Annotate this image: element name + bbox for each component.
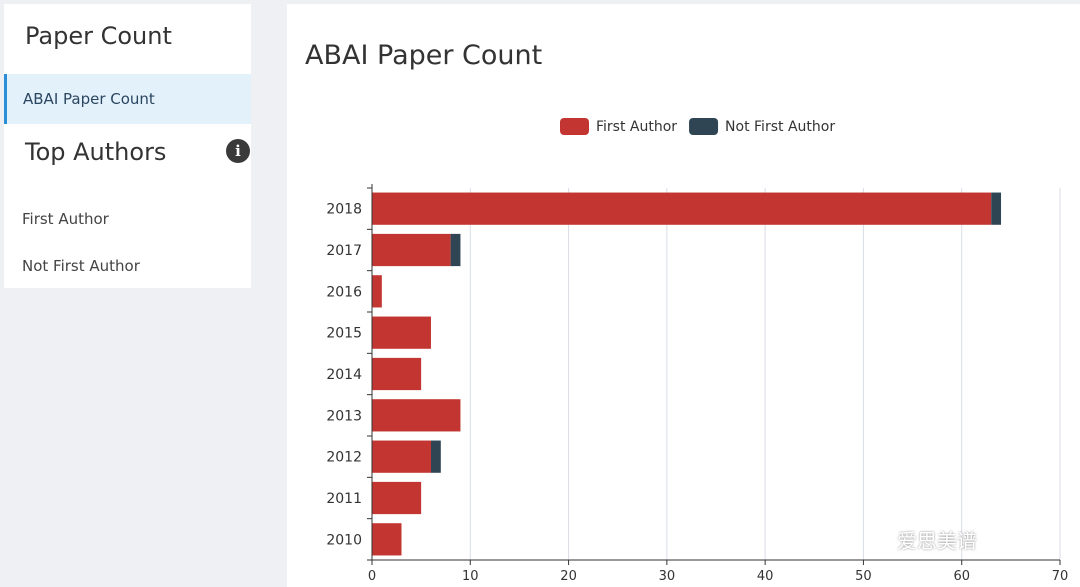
bar (991, 192, 1002, 225)
page-title: ABAI Paper Count (305, 40, 543, 71)
info-circle-icon[interactable]: i (226, 139, 250, 163)
bar (372, 481, 422, 515)
paper-count-chart: 0 10 20 30 40 50 60 70 2018 2017 2016 2015 2014 2013 2… (326, 118, 1069, 584)
legend-label: Not First Author (725, 119, 835, 135)
bar (372, 440, 431, 473)
top-authors-card: Top Authors i First Author Not First Aut… (4, 124, 251, 288)
y-tick-label: 2016 (326, 284, 362, 300)
paper-count-card: Paper Count ABAI Paper Count (4, 4, 251, 124)
y-tick-label: 2018 (326, 202, 362, 218)
y-tick-label: 2010 (326, 532, 362, 548)
bar (372, 192, 992, 225)
legend-swatch (560, 118, 589, 135)
legend-label: First Author (596, 119, 677, 135)
x-tick-label: 40 (757, 569, 774, 584)
y-tick-label: 2012 (326, 450, 362, 466)
y-tick-label: 2014 (326, 367, 362, 383)
x-tick-label: 50 (855, 569, 872, 584)
bar (372, 523, 402, 556)
sidebar-item-not-first-author[interactable]: Not First Author (22, 257, 140, 275)
bar (430, 440, 441, 473)
main-panel: ABAI Paper Count 0 10 20 30 40 50 60 70 2018 2017… (287, 4, 1080, 587)
x-tick-label: 30 (659, 569, 676, 584)
sidebar-item-abai-paper-count[interactable]: ABAI Paper Count (4, 74, 251, 124)
y-tick-label: 2015 (326, 326, 362, 342)
y-tick-label: 2013 (326, 408, 362, 424)
watermark-text: 爱思美谱 (897, 529, 977, 553)
bar (372, 357, 422, 391)
x-tick-label: 10 (462, 569, 479, 584)
sidebar-item-first-author[interactable]: First Author (22, 210, 109, 228)
x-tick-label: 0 (368, 569, 376, 584)
sidebar-item-label: ABAI Paper Count (23, 90, 155, 108)
x-tick-label: 20 (560, 569, 577, 584)
x-tick-label: 60 (953, 569, 970, 584)
bar (372, 275, 382, 308)
bar (450, 233, 461, 267)
bar (372, 316, 431, 349)
legend-swatch (689, 118, 719, 135)
bar (372, 233, 451, 267)
y-tick-label: 2011 (326, 491, 362, 507)
top-authors-title: Top Authors (25, 138, 167, 166)
y-tick-label: 2017 (326, 243, 362, 259)
paper-count-title: Paper Count (25, 22, 172, 50)
bar (372, 399, 461, 432)
x-tick-label: 70 (1052, 569, 1069, 584)
